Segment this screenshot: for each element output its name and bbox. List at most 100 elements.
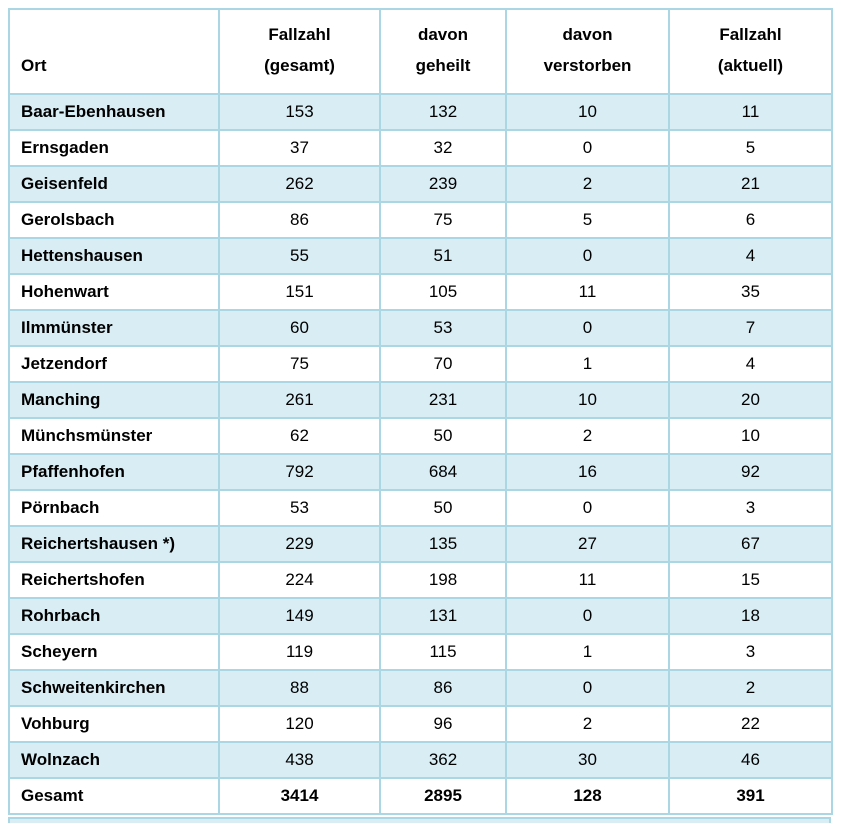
ort-cell: Wolnzach [8, 741, 220, 779]
davon-geheilt-cell: 75 [379, 201, 507, 239]
fallzahl-gesamt-cell: 55 [218, 237, 381, 275]
ort-cell: Münchsmünster [8, 417, 220, 455]
fallzahl-aktuell-cell: 35 [668, 273, 833, 311]
fallzahl-aktuell-cell: 46 [668, 741, 833, 779]
table-row: Wolnzach 438 362 30 46 [8, 741, 833, 779]
fallzahl-gesamt-cell: 62 [218, 417, 381, 455]
column-header-fallzahl-gesamt: Fallzahl (gesamt) [218, 8, 381, 95]
davon-verstorben-cell: 128 [505, 777, 670, 815]
table-row: Rohrbach 149 131 0 18 [8, 597, 833, 635]
table-row: Pfaffenhofen 792 684 16 92 [8, 453, 833, 491]
fallzahl-aktuell-cell: 92 [668, 453, 833, 491]
fallzahl-gesamt-cell: 3414 [218, 777, 381, 815]
davon-geheilt-cell: 362 [379, 741, 507, 779]
fallzahl-gesamt-cell: 120 [218, 705, 381, 743]
fallzahl-aktuell-cell: 3 [668, 489, 833, 527]
column-header-ort: Ort [8, 8, 220, 95]
table-row: Hohenwart 151 105 11 35 [8, 273, 833, 311]
fallzahl-aktuell-cell: 3 [668, 633, 833, 671]
davon-geheilt-cell: 131 [379, 597, 507, 635]
table-row: Hettenshausen 55 51 0 4 [8, 237, 833, 275]
fallzahl-aktuell-cell: 11 [668, 93, 833, 131]
ort-cell: Hohenwart [8, 273, 220, 311]
fallzahl-aktuell-cell: 10 [668, 417, 833, 455]
table-row: Schweitenkirchen 88 86 0 2 [8, 669, 833, 707]
ort-cell: Gerolsbach [8, 201, 220, 239]
davon-geheilt-cell: 70 [379, 345, 507, 383]
table-row: Vohburg 120 96 2 22 [8, 705, 833, 743]
davon-verstorben-cell: 1 [505, 345, 670, 383]
ort-cell: Ernsgaden [8, 129, 220, 167]
davon-verstorben-cell: 10 [505, 93, 670, 131]
fallzahl-gesamt-cell: 224 [218, 561, 381, 599]
davon-geheilt-cell: 32 [379, 129, 507, 167]
fallzahl-aktuell-cell: 67 [668, 525, 833, 563]
davon-verstorben-cell: 1 [505, 633, 670, 671]
davon-geheilt-cell: 198 [379, 561, 507, 599]
fallzahl-aktuell-cell: 4 [668, 237, 833, 275]
davon-geheilt-cell: 50 [379, 417, 507, 455]
davon-verstorben-cell: 10 [505, 381, 670, 419]
ort-cell: Pörnbach [8, 489, 220, 527]
fallzahl-gesamt-cell: 149 [218, 597, 381, 635]
fallzahl-gesamt-cell: 88 [218, 669, 381, 707]
ort-cell: Baar-Ebenhausen [8, 93, 220, 131]
davon-verstorben-cell: 11 [505, 561, 670, 599]
column-header-davon-verstorben: davon verstorben [505, 8, 670, 95]
fallzahl-aktuell-cell: 391 [668, 777, 833, 815]
fallzahl-aktuell-cell: 20 [668, 381, 833, 419]
table-body: Baar-Ebenhausen 153 132 10 11 Ernsgaden 37 32 0 5… [8, 93, 833, 815]
davon-verstorben-cell: 0 [505, 669, 670, 707]
table-row: Scheyern 119 115 1 3 [8, 633, 833, 671]
table-row: Baar-Ebenhausen 153 132 10 11 [8, 93, 833, 131]
fallzahl-gesamt-cell: 75 [218, 345, 381, 383]
header-line: verstorben [543, 56, 632, 75]
davon-verstorben-cell: 11 [505, 273, 670, 311]
fallzahl-gesamt-cell: 438 [218, 741, 381, 779]
fallzahl-gesamt-cell: 53 [218, 489, 381, 527]
truncated-next-row [8, 817, 831, 823]
ort-cell: Manching [8, 381, 220, 419]
fallzahl-gesamt-cell: 151 [218, 273, 381, 311]
ort-cell: Reichertshausen *) [8, 525, 220, 563]
davon-verstorben-cell: 2 [505, 705, 670, 743]
table-row: Ilmmünster 60 53 0 7 [8, 309, 833, 347]
fallzahl-gesamt-cell: 153 [218, 93, 381, 131]
fallzahl-gesamt-cell: 262 [218, 165, 381, 203]
davon-geheilt-cell: 132 [379, 93, 507, 131]
table-row: Manching 261 231 10 20 [8, 381, 833, 419]
davon-verstorben-cell: 0 [505, 129, 670, 167]
header-row: Ort Fallzahl (gesamt) davon geheilt davo… [8, 8, 833, 95]
covid-cases-table: Ort Fallzahl (gesamt) davon geheilt davo… [8, 8, 833, 815]
fallzahl-aktuell-cell: 21 [668, 165, 833, 203]
ort-cell: Schweitenkirchen [8, 669, 220, 707]
column-header-ort-label: Ort [21, 56, 47, 75]
table-row: Münchsmünster 62 50 2 10 [8, 417, 833, 455]
header-line: geheilt [415, 56, 471, 75]
davon-verstorben-cell: 0 [505, 309, 670, 347]
fallzahl-aktuell-cell: 7 [668, 309, 833, 347]
davon-geheilt-cell: 96 [379, 705, 507, 743]
ort-cell: Geisenfeld [8, 165, 220, 203]
davon-verstorben-cell: 2 [505, 165, 670, 203]
table-row: Geisenfeld 262 239 2 21 [8, 165, 833, 203]
davon-geheilt-cell: 115 [379, 633, 507, 671]
table-header: Ort Fallzahl (gesamt) davon geheilt davo… [8, 8, 833, 95]
total-row: Gesamt 3414 2895 128 391 [8, 777, 833, 815]
davon-geheilt-cell: 2895 [379, 777, 507, 815]
davon-geheilt-cell: 53 [379, 309, 507, 347]
ort-cell: Scheyern [8, 633, 220, 671]
ort-cell: Vohburg [8, 705, 220, 743]
table-row: Reichertshausen *) 229 135 27 67 [8, 525, 833, 563]
davon-geheilt-cell: 51 [379, 237, 507, 275]
fallzahl-gesamt-cell: 229 [218, 525, 381, 563]
table-row: Jetzendorf 75 70 1 4 [8, 345, 833, 383]
davon-geheilt-cell: 239 [379, 165, 507, 203]
header-line: Fallzahl [719, 25, 782, 44]
ort-cell: Hettenshausen [8, 237, 220, 275]
ort-cell: Gesamt [8, 777, 220, 815]
fallzahl-aktuell-cell: 5 [668, 129, 833, 167]
fallzahl-aktuell-cell: 4 [668, 345, 833, 383]
davon-geheilt-cell: 50 [379, 489, 507, 527]
